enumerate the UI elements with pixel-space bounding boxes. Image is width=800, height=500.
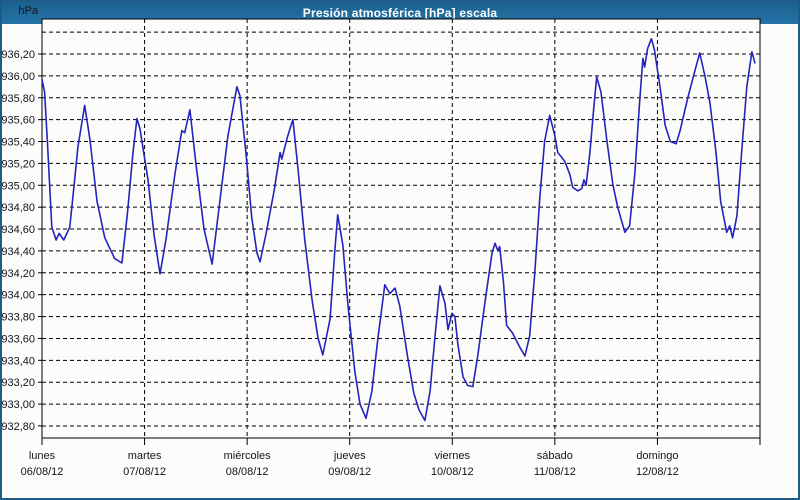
x-date-label: 12/08/12 (636, 466, 679, 476)
plot-area[interactable] (42, 19, 760, 438)
x-day-label: sábado (537, 450, 573, 462)
y-tick-label: 934,80 (2, 202, 35, 214)
y-tick-label: 934,00 (2, 290, 35, 302)
x-date-label: 07/08/12 (123, 466, 166, 476)
chart-title: Presión atmosférica [hPa] escala (302, 6, 498, 20)
y-tick-label: 933,40 (2, 355, 35, 367)
x-day-label: lunes (29, 450, 56, 462)
pressure-chart: 936,20 936,00 935,80 935,60 935,40 935,20 935,… (2, 5, 761, 476)
y-tick-label: 933,20 (2, 377, 35, 389)
x-date-label: 06/08/12 (21, 466, 64, 476)
y-tick-label: 934,20 (2, 268, 35, 280)
x-day-label: miércoles (224, 450, 272, 462)
y-tick-label: 933,00 (2, 399, 35, 411)
y-tick-label: 933,60 (2, 333, 35, 345)
y-tick-label: 934,40 (2, 246, 35, 258)
x-day-label: viernes (435, 450, 471, 462)
y-tick-label: 936,00 (2, 71, 35, 83)
y-tick-label: 935,20 (2, 158, 35, 170)
y-tick-label: 932,80 (2, 421, 35, 433)
x-day-label: domingo (636, 450, 678, 462)
y-tick-label: 935,40 (2, 137, 35, 149)
x-date-label: 09/08/12 (328, 466, 371, 476)
pressure-line (41, 37, 756, 422)
y-tick-label: 935,60 (2, 115, 35, 127)
x-date-label: 08/08/12 (226, 466, 269, 476)
y-tick-label: 935,80 (2, 93, 35, 105)
y-tick-label: 934,60 (2, 224, 35, 236)
y-tick-label: 933,80 (2, 312, 35, 324)
y-tick-label: 935,00 (2, 180, 35, 192)
y-tick-label: 936,20 (2, 49, 35, 61)
y-axis-unit-label: hPa (18, 5, 38, 17)
x-day-label: martes (128, 450, 162, 462)
x-date-label: 10/08/12 (431, 466, 474, 476)
x-date-label: 11/08/12 (534, 466, 576, 476)
x-day-label: jueves (333, 450, 366, 462)
plot-border (41, 18, 761, 439)
